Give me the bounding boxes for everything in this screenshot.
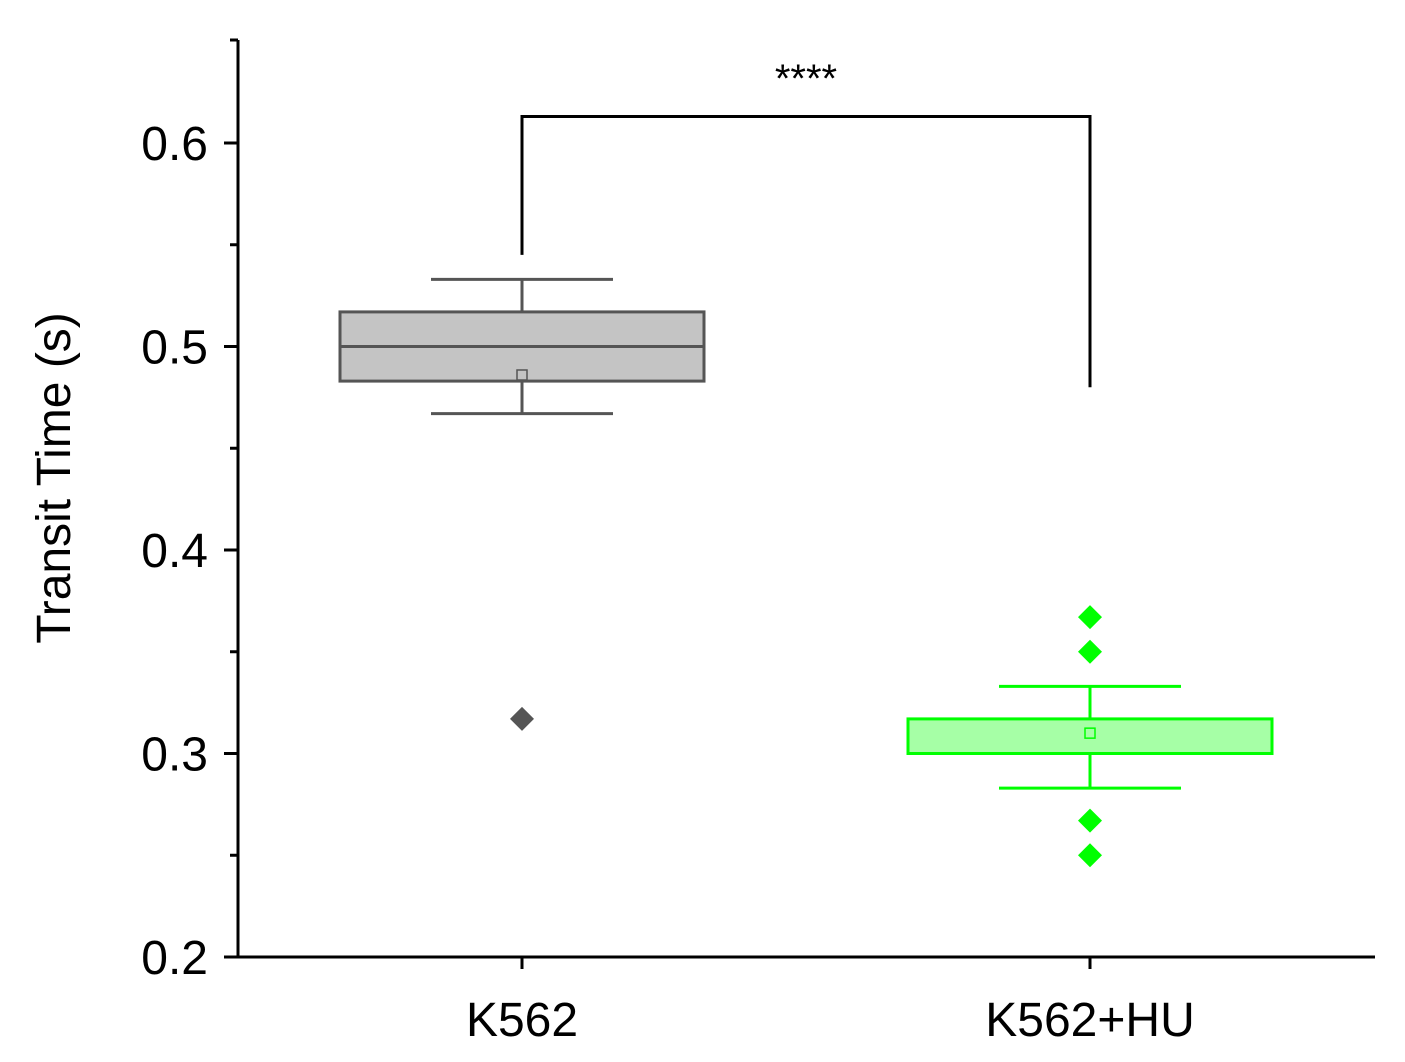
outlier-point	[1078, 843, 1102, 868]
boxes	[338, 277, 1274, 868]
outlier-point	[510, 706, 534, 731]
significance-label: ****	[775, 57, 837, 101]
bracket-line	[520, 115, 1092, 388]
significance-bracket: ****	[520, 57, 1092, 388]
iqr-box	[906, 717, 1274, 756]
outlier-point	[1078, 605, 1102, 630]
mean-marker	[516, 369, 528, 381]
y-tick-label: 0.5	[141, 322, 208, 375]
y-tick-label: 0.4	[141, 525, 208, 578]
x-tick-label: K562+HU	[985, 994, 1194, 1047]
y-tick-label: 0.6	[141, 118, 208, 171]
y-axis-title: Transit Time (s)	[28, 312, 81, 644]
mean-marker	[1084, 727, 1096, 739]
y-axis: 0.2 0.3 0.4 0.5 0.6	[141, 38, 240, 985]
outlier-point	[1078, 639, 1102, 664]
x-tick-label: K562	[466, 994, 578, 1047]
outlier-point	[1078, 808, 1102, 833]
x-axis: K562 K562+HU	[238, 955, 1375, 1047]
y-tick-label: 0.2	[141, 932, 208, 985]
y-tick-label: 0.3	[141, 729, 208, 782]
box-k562-hu	[906, 605, 1274, 868]
box-k562	[338, 277, 706, 731]
